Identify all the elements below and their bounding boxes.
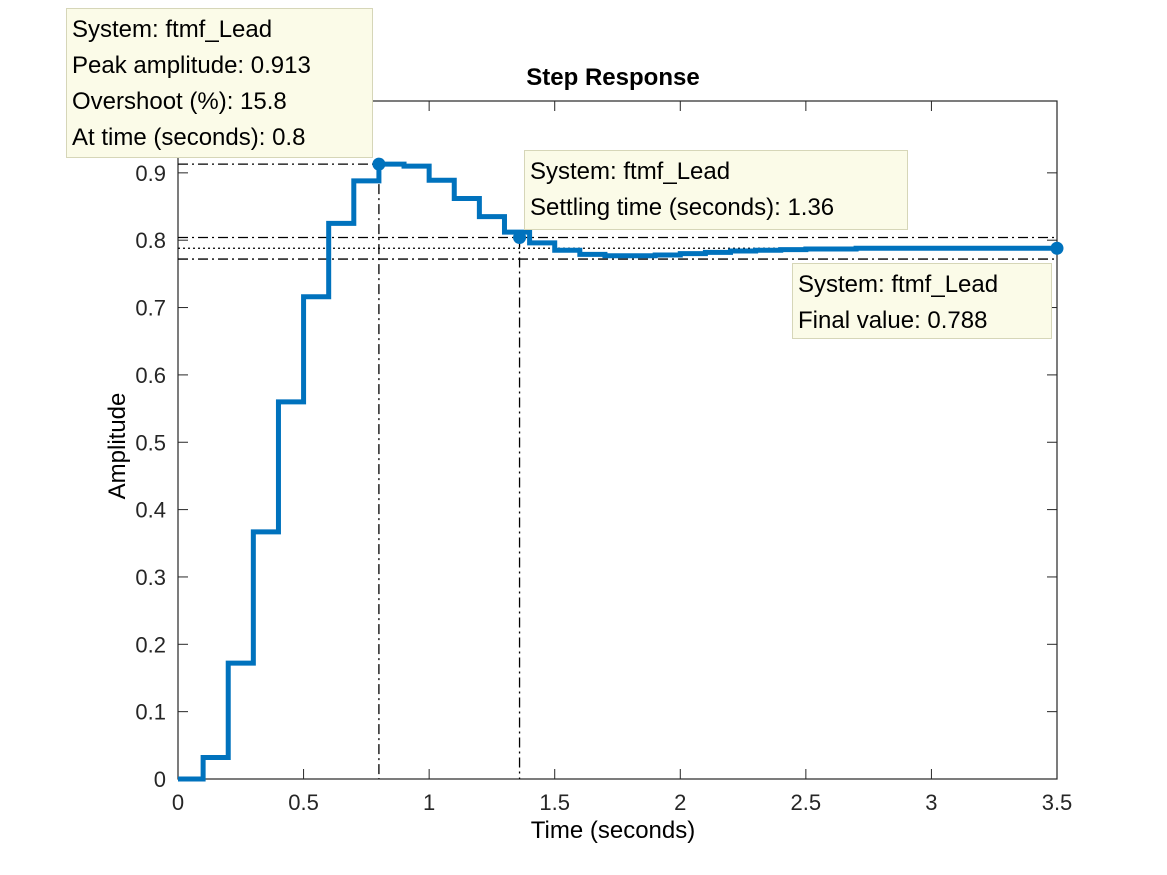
x-tick-label: 3	[925, 790, 937, 815]
x-tick-label: 1.5	[539, 790, 570, 815]
y-tick-label: 0.5	[135, 430, 166, 455]
chart-title: Step Response	[526, 64, 699, 91]
peak-response-datatip[interactable]: System: ftmf_Lead Peak amplitude: 0.913 …	[66, 8, 373, 158]
final-tip-line: System: ftmf_Lead	[798, 271, 999, 298]
y-tick-label: 0.1	[135, 700, 166, 725]
x-tick-label: 0.5	[288, 790, 319, 815]
x-tick-label: 3.5	[1042, 790, 1073, 815]
peak-tip-line: Overshoot (%): 15.8	[72, 88, 287, 115]
settling-tip-line: Settling time (seconds): 1.36	[530, 194, 835, 221]
datatip-marker	[1050, 241, 1064, 255]
x-axis-label: Time (seconds)	[531, 817, 695, 844]
datatip-marker	[372, 157, 386, 171]
final-tip-line: Final value: 0.788	[798, 307, 988, 334]
y-tick-label: 0.3	[135, 565, 166, 590]
settling-tip-line: System: ftmf_Lead	[530, 158, 731, 185]
peak-tip-line: Peak amplitude: 0.913	[72, 52, 311, 79]
y-tick-label: 0.9	[135, 161, 166, 186]
y-tick-label: 0.8	[135, 228, 166, 253]
datatip-marker	[513, 231, 527, 245]
y-tick-label: 0.6	[135, 363, 166, 388]
x-tick-label: 2	[674, 790, 686, 815]
settling-time-datatip[interactable]: System: ftmf_Lead Settling time (seconds…	[524, 150, 908, 230]
y-tick-label: 0.7	[135, 296, 166, 321]
peak-tip-line: System: ftmf_Lead	[72, 16, 273, 43]
y-tick-label: 0.4	[135, 498, 166, 523]
x-tick-label: 2.5	[791, 790, 822, 815]
final-value-datatip[interactable]: System: ftmf_Lead Final value: 0.788	[792, 263, 1052, 339]
x-tick-label: 0	[172, 790, 184, 815]
y-tick-label: 0	[154, 767, 166, 792]
y-axis-label: Amplitude	[104, 393, 131, 500]
y-tick-label: 0.2	[135, 632, 166, 657]
peak-tip-line: At time (seconds): 0.8	[72, 124, 306, 151]
step-response-line	[178, 161, 1057, 782]
x-tick-label: 1	[423, 790, 435, 815]
